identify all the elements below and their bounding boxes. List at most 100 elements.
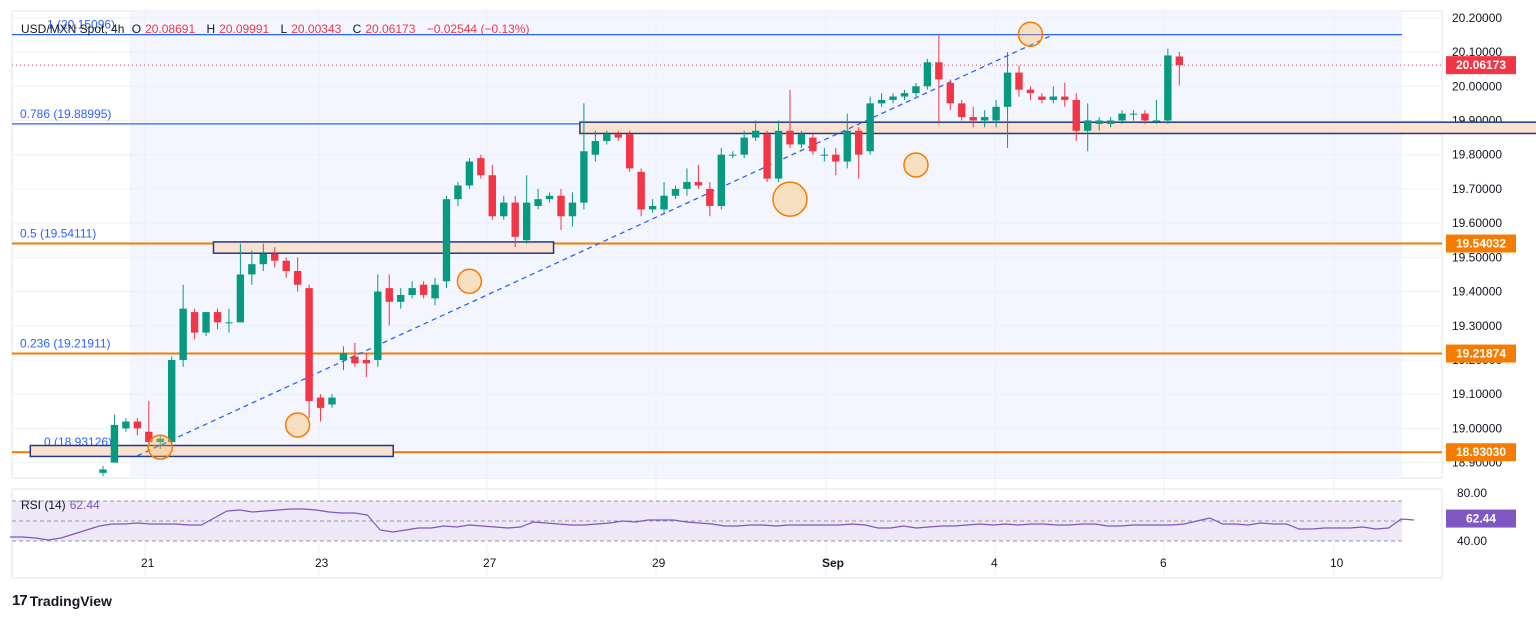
candle-body (900, 93, 909, 97)
candle-body (637, 171, 645, 210)
candle-body (912, 86, 920, 94)
highlight-circle (903, 152, 929, 178)
candle-body (511, 202, 519, 237)
rsi-legend: RSI (14) 62.44 (21, 498, 100, 512)
candle-body (660, 195, 668, 210)
open-label: O (131, 22, 142, 36)
x-tick-label: 29 (652, 556, 666, 570)
fib-label: 1 (20.15096) (47, 18, 115, 32)
candle-body (454, 185, 462, 200)
y-tick-label: 20.10000 (1452, 45, 1502, 59)
rsi-value-text: 62.44 (1466, 512, 1496, 526)
price-label-text: 18.93030 (1456, 445, 1506, 459)
candle-body (179, 308, 187, 360)
candle-body (603, 134, 611, 142)
candle-body (1015, 72, 1023, 90)
tradingview-name: TradingView (29, 592, 112, 609)
candle-body (522, 202, 531, 241)
candle-body (1152, 120, 1161, 122)
candle-body (190, 312, 199, 333)
y-tick-label: 19.50000 (1452, 250, 1502, 264)
candle-body (293, 271, 302, 285)
rsi-label: RSI (14) (21, 498, 66, 512)
highlight-circle (147, 434, 173, 460)
y-tick-label: 19.00000 (1452, 421, 1502, 435)
candle-body (133, 421, 142, 429)
candle-body (706, 188, 714, 207)
high-value: 20.09991 (219, 22, 270, 36)
rsi-line (10, 508, 1415, 541)
candle-body (763, 134, 771, 179)
candle-body (1106, 120, 1115, 124)
candle-body (580, 151, 588, 203)
candle-body (751, 130, 760, 138)
candle-body (110, 424, 119, 463)
current-price-box (1446, 56, 1516, 75)
candle-body (809, 137, 817, 152)
candle-body (305, 288, 313, 402)
candle-body (557, 195, 565, 217)
candle-body (1049, 96, 1058, 100)
highlight-circle (456, 268, 483, 295)
y-tick-label: 19.70000 (1452, 182, 1502, 196)
close-label: C (352, 22, 362, 36)
x-tick-label: 21 (141, 556, 155, 570)
tradingview-logo: 17 (12, 592, 28, 609)
candle-body (786, 130, 794, 145)
candle-body (855, 130, 863, 155)
candle-body (877, 99, 886, 104)
candle-body (431, 284, 439, 299)
candle-body (591, 141, 600, 155)
candle-body (385, 288, 393, 302)
x-tick-label: 6 (1160, 556, 1167, 570)
candle-body (946, 82, 954, 104)
current-price-text: 20.06173 (1456, 58, 1506, 72)
candle-body (99, 469, 107, 473)
candle-body (419, 284, 428, 295)
candle-body (1129, 113, 1138, 115)
fib-label: 0.236 (19.21911) (20, 336, 111, 350)
candle-body (271, 253, 279, 261)
candle-body (339, 353, 348, 360)
candle-body (683, 182, 691, 189)
tradingview-brand[interactable]: 17 TradingView (12, 592, 112, 609)
candle-body (969, 117, 977, 121)
highlight-circle (284, 412, 311, 438)
rsi-value-box (1446, 509, 1516, 528)
rsi-legend-value: 62.44 (69, 498, 100, 512)
zone-box (579, 121, 1536, 135)
highlight-circle (772, 181, 808, 217)
candle-body (145, 431, 153, 443)
high-label: H (206, 22, 216, 36)
x-tick-label: 4 (991, 556, 998, 570)
candle-body (248, 264, 256, 275)
candle-body (694, 182, 703, 186)
candle-body (774, 130, 783, 179)
candle-body (351, 356, 359, 364)
fib-label: 0.5 (19.54111) (20, 226, 96, 240)
y-tick-label: 19.10000 (1452, 387, 1502, 401)
price-label-text: 19.54032 (1456, 237, 1506, 251)
candle-body (992, 106, 1000, 121)
candle-body (328, 397, 336, 405)
candle-body (488, 175, 496, 217)
close-value: 20.06173 (365, 22, 416, 36)
candle-body (729, 154, 737, 156)
candle-body (958, 103, 966, 118)
candle-body (671, 188, 680, 196)
candle-body (843, 130, 851, 162)
x-tick-label: 10 (1330, 556, 1344, 570)
rsi-tick-label: 80.00 (1457, 486, 1487, 500)
candle-body (1061, 96, 1069, 100)
candle-body (374, 291, 382, 360)
candle-body (980, 117, 989, 121)
highlight-circle (1017, 21, 1044, 48)
y-tick-label: 20.00000 (1452, 79, 1502, 93)
y-tick-label: 19.80000 (1452, 148, 1502, 162)
low-label: L (280, 22, 288, 36)
y-tick-label: 20.20000 (1452, 11, 1502, 25)
candle-body (168, 359, 176, 443)
candle-body (626, 134, 634, 169)
candle-body (935, 62, 943, 80)
